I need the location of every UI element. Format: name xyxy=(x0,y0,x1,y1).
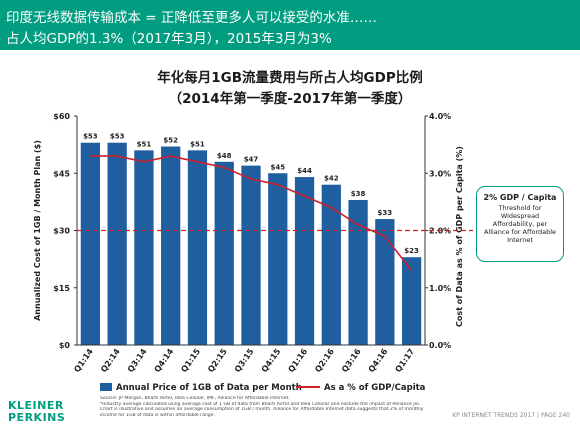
bar-series xyxy=(80,142,422,345)
bar-data-labels: $53 $53 $51 $52 $51 $48 $47 $45 $44 $42 $38 $33 $23 xyxy=(83,133,419,256)
y-tick-label: $60 xyxy=(53,112,70,121)
bar-data-label: $23 xyxy=(404,247,419,255)
gdp-percent-line xyxy=(90,155,413,272)
x-tick-label: Q4:15 xyxy=(260,347,283,374)
y-axis-title: Annualized Cost of 1GB / Month Plan ($) xyxy=(33,140,42,321)
logo-line-1: KLEINER xyxy=(8,399,64,412)
x-tick-label: Q3:16 xyxy=(340,347,363,374)
y-right-tick-label: 4.0% xyxy=(429,112,451,121)
affordability-callout: 2% GDP / Capita Threshold for Widespread… xyxy=(476,186,564,262)
y-right-tick-label: 3.0% xyxy=(429,169,451,178)
y-right-tick-label: 1.0% xyxy=(429,284,451,293)
x-tick-label: Q4:16 xyxy=(367,347,390,374)
chart-title: 年化每月1GB流量费用与所占人均GDP比例 xyxy=(157,70,423,86)
bar xyxy=(80,142,101,345)
header-line-2: 占人均GDP的1.3%（2017年3月），2015年3月为3% xyxy=(6,31,332,47)
line-series xyxy=(90,155,413,272)
bar xyxy=(241,165,261,345)
y-right-tick-label: 0.0% xyxy=(429,341,451,350)
bar xyxy=(214,161,234,345)
legend-label-line: As a % of GDP/Capita xyxy=(324,383,426,393)
bar xyxy=(321,184,341,345)
footnote: Source: JP Morgan, Bharti Airtel, Idea C… xyxy=(100,396,430,418)
header-banner: 印度无线数据传输成本 = 正降低至更多人可以接受的水准…… 占人均GDP的1.3… xyxy=(0,0,580,50)
page-footer: KP INTERNET TRENDS 2017 | PAGE 240 xyxy=(452,412,570,419)
logo-line-2: PERKINS xyxy=(8,411,66,424)
footnote-line: income for 1GB of data is within afforda… xyxy=(100,412,216,418)
bar-data-label: $52 xyxy=(163,137,178,145)
legend-swatch-bar xyxy=(100,383,112,391)
bar xyxy=(348,199,368,345)
bar-data-label: $45 xyxy=(270,163,285,171)
x-tick-label: Q2:15 xyxy=(206,347,229,374)
footnote-line: *Industry average calculated using avera… xyxy=(100,401,421,407)
x-tick-label: Q1:14 xyxy=(72,347,95,374)
bar xyxy=(375,219,395,345)
bar-data-label: $47 xyxy=(244,156,259,164)
bar xyxy=(401,257,422,345)
legend: Annual Price of 1GB of Data per Month As … xyxy=(100,383,426,393)
bar xyxy=(107,142,127,345)
bar-data-label: $44 xyxy=(297,167,312,175)
x-tick-label: Q3:14 xyxy=(126,347,149,374)
x-tick-label: Q1:16 xyxy=(286,347,309,374)
callout-body: Threshold for Widespread Affordability, … xyxy=(483,204,557,244)
footnote-line: Chart is illustrative and assumes an ave… xyxy=(100,407,424,413)
y-tick-label: $15 xyxy=(53,284,70,293)
y-tick-label: $0 xyxy=(59,341,71,350)
kleiner-perkins-logo: KLEINER PERKINS xyxy=(8,400,65,424)
x-tick-label: Q1:15 xyxy=(179,347,202,374)
bar xyxy=(268,173,288,345)
y-axis-right-title: Cost of Data as % of GDP per Capita (%) xyxy=(455,146,464,327)
header-line-1: 印度无线数据传输成本 = 正降低至更多人可以接受的水准…… xyxy=(6,10,377,26)
x-tick-label: Q4:14 xyxy=(153,347,176,374)
bar-data-label: $53 xyxy=(110,133,125,141)
x-tick-labels: Q1:14 Q2:14 Q3:14 Q4:14 Q1:15 Q2:15 Q3:15 Q4:15… xyxy=(72,347,416,374)
bar-data-label: $53 xyxy=(83,133,98,141)
x-tick-label: Q1:17 xyxy=(394,347,417,374)
x-tick-label: Q2:16 xyxy=(313,347,336,374)
bar xyxy=(134,150,154,345)
footnote-line: Source: JP Morgan, Bharti Airtel, Idea C… xyxy=(100,396,290,401)
bar xyxy=(187,150,208,345)
x-tick-label: Q2:14 xyxy=(99,347,122,374)
bar xyxy=(161,146,181,345)
y-tick-label: $30 xyxy=(53,227,70,236)
chart-svg: $53 $53$51 $52 $51$48 $47$45 $44$42$38$33$23 … xyxy=(33,112,473,393)
y-tick-label: $45 xyxy=(53,169,70,178)
legend-label-bar: Annual Price of 1GB of Data per Month xyxy=(116,383,302,393)
bar xyxy=(294,177,315,345)
bar-data-label: $51 xyxy=(137,140,152,148)
callout-title: 2% GDP / Capita xyxy=(483,193,557,202)
bar-data-label: $42 xyxy=(324,175,339,183)
bar-data-label: $48 xyxy=(217,152,232,160)
bar-data-label: $51 xyxy=(190,140,205,148)
bar-data-label: $33 xyxy=(378,209,393,217)
chart-subtitle: （2014年第一季度-2017年第一季度） xyxy=(168,91,412,107)
x-tick-label: Q3:15 xyxy=(233,347,256,374)
bar-data-label: $38 xyxy=(351,190,366,198)
